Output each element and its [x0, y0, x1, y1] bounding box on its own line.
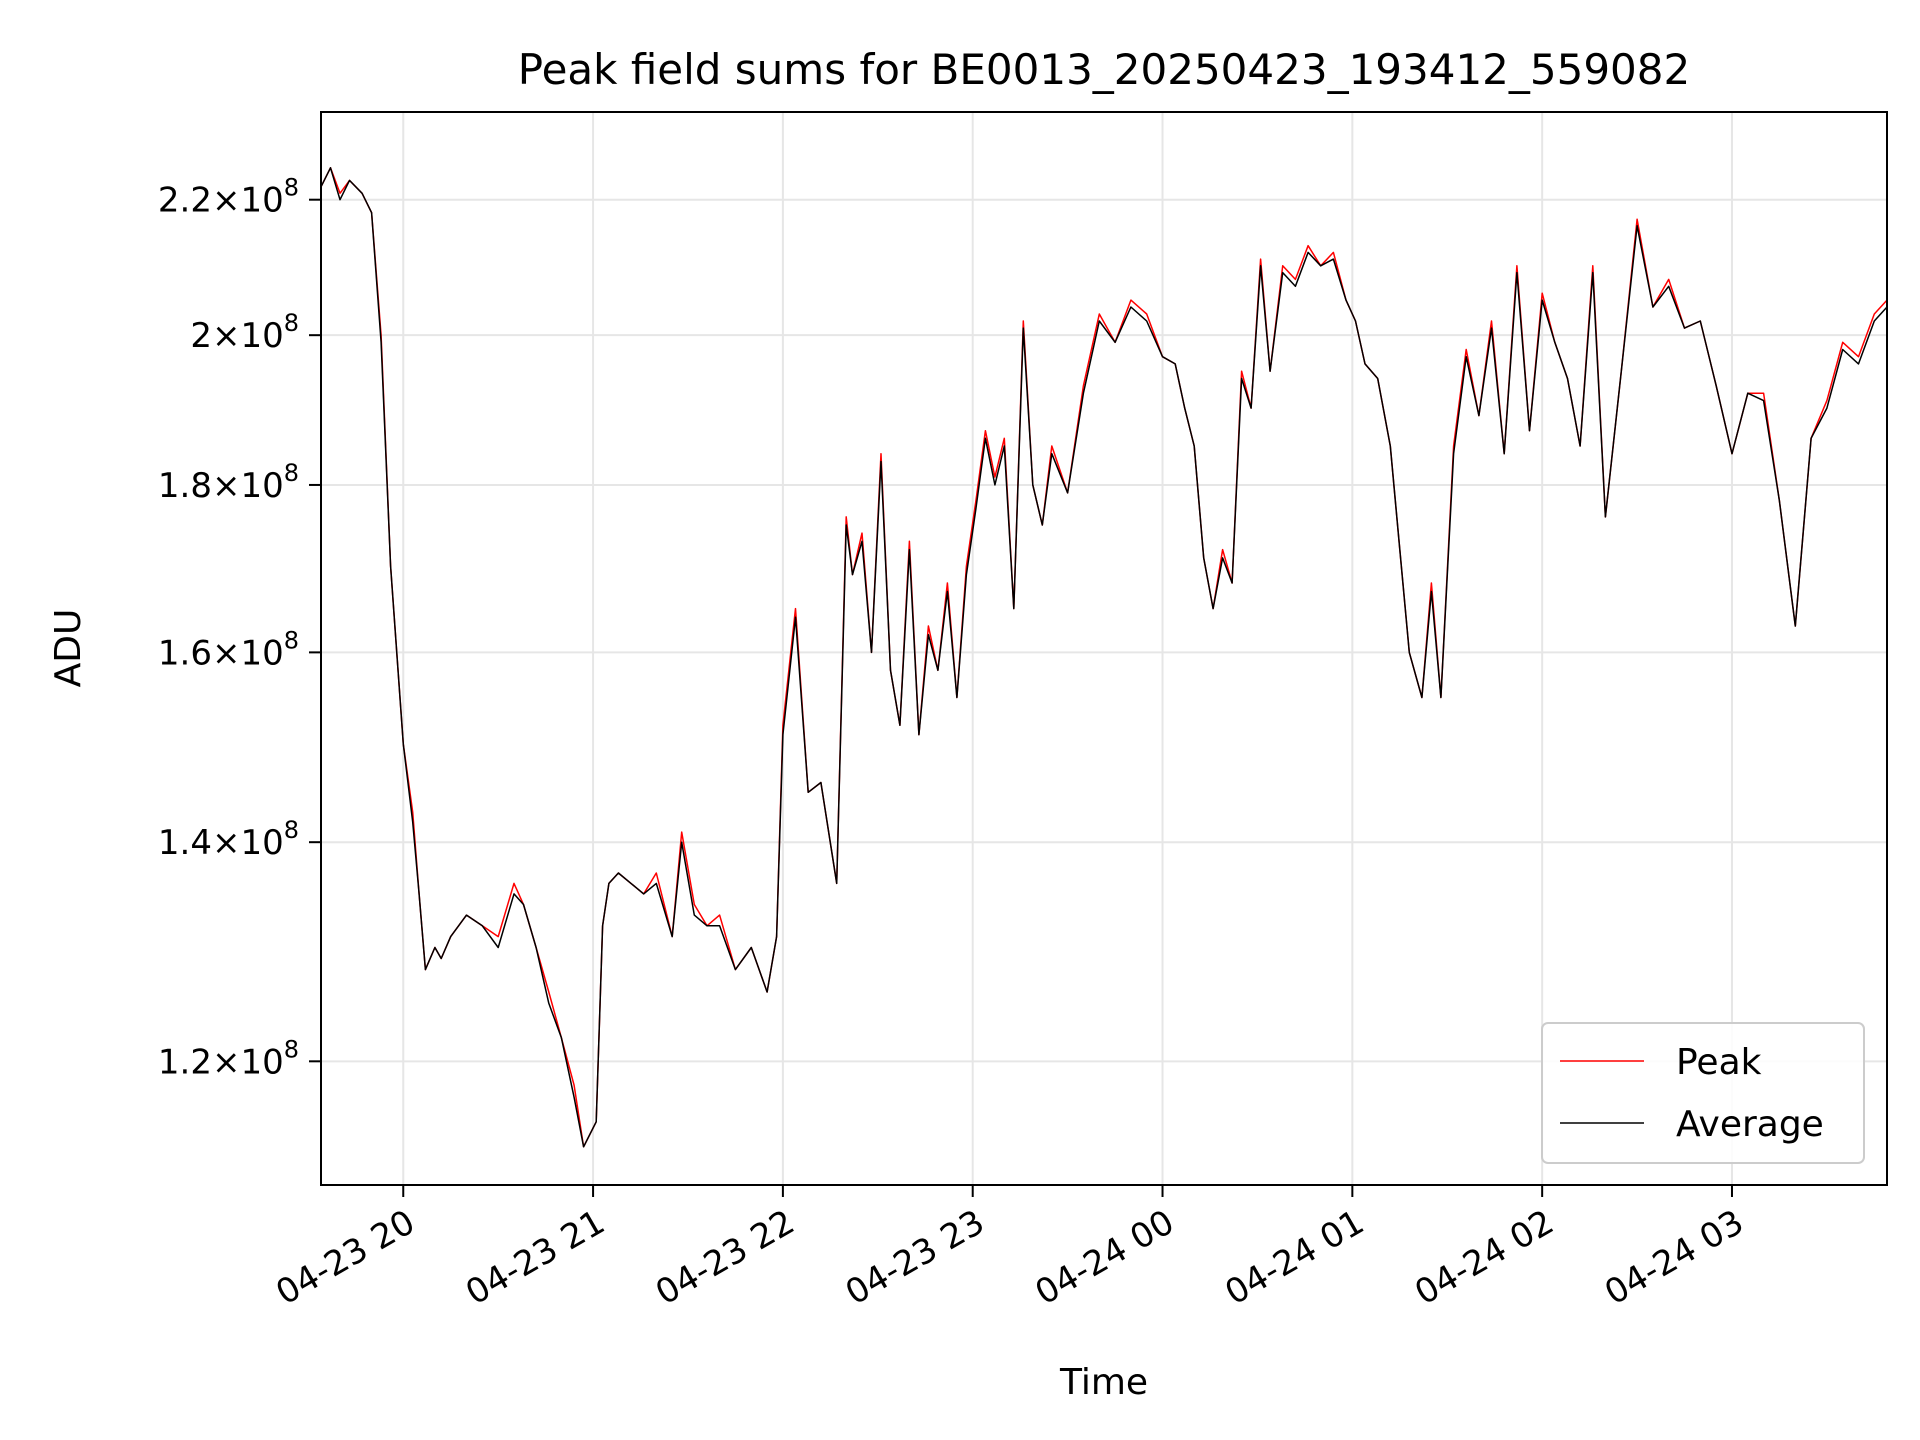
legend-label-peak: Peak — [1676, 1042, 1762, 1083]
y-tick-label: 1.8×108 — [158, 459, 299, 506]
y-axis: 1.2×108 1.4×108 1.6×108 1.8×108 2×108 2.2×108 — [158, 174, 321, 1082]
y-tick-label: 2.2×108 — [158, 174, 299, 221]
y-tick-label: 1.4×108 — [158, 816, 299, 863]
grid — [321, 112, 1887, 1185]
series-layer — [321, 167, 1887, 1148]
chart-title: Peak field sums for BE0013_20250423_1934… — [518, 45, 1690, 94]
y-tick-label: 2×108 — [190, 309, 299, 356]
x-axis-label: Time — [1059, 1362, 1148, 1403]
series-line-average — [321, 167, 1887, 1148]
legend-label-average: Average — [1676, 1104, 1824, 1145]
plot-area-frame — [320, 111, 1888, 1186]
y-tick-label: 1.2×108 — [158, 1035, 299, 1082]
legend: Peak Average — [1541, 1022, 1865, 1164]
legend-frame — [1541, 1022, 1865, 1164]
y-axis-label: ADU — [48, 609, 89, 688]
y-tick-label: 1.6×108 — [158, 626, 299, 673]
